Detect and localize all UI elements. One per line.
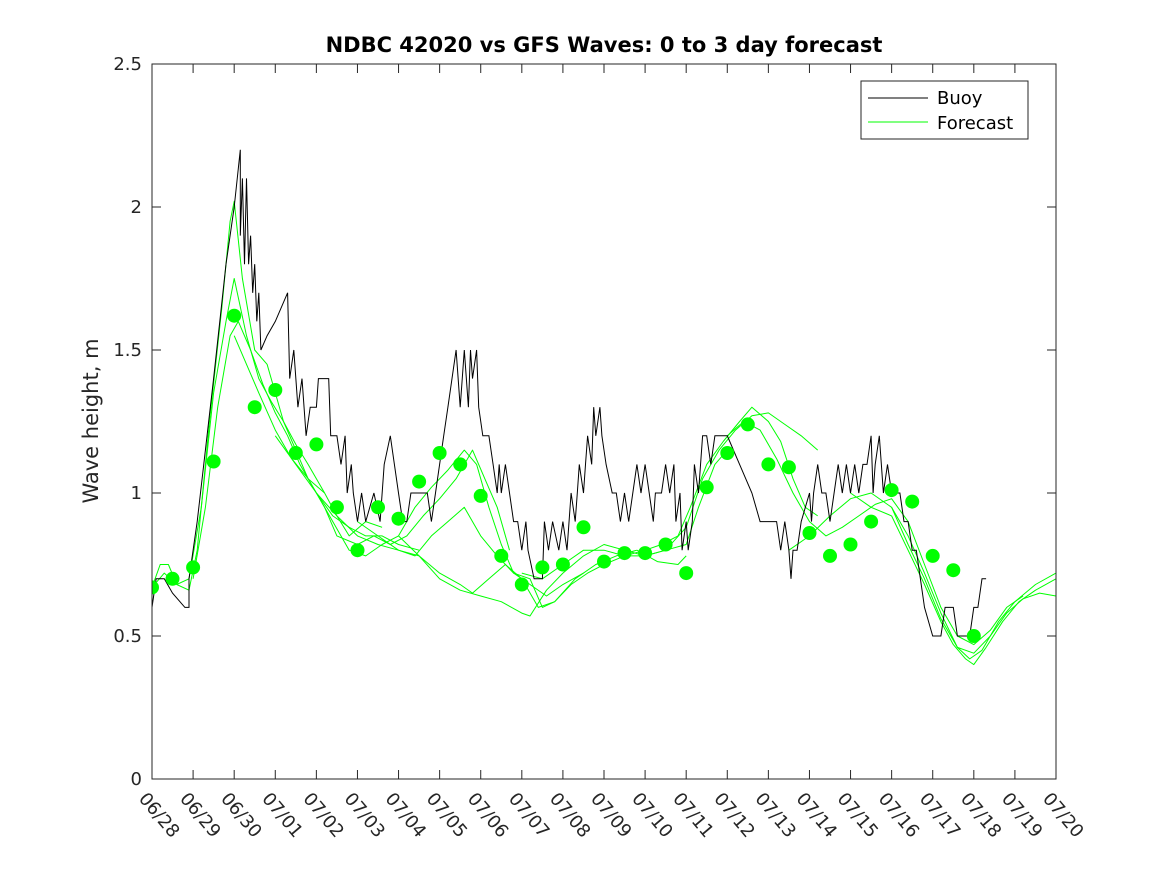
- analysis-point: [152, 580, 159, 595]
- analysis-points-group: [152, 308, 981, 643]
- analysis-point: [227, 308, 242, 323]
- chart-title: NDBC 42020 vs GFS Waves: 0 to 3 day fore…: [326, 33, 883, 57]
- y-axis-label: Wave height, m: [79, 338, 103, 503]
- analysis-point: [555, 557, 570, 572]
- forecast-series-line: [192, 320, 420, 579]
- y-tick-label: 2: [131, 197, 142, 218]
- analysis-point: [473, 488, 488, 503]
- analysis-point: [617, 546, 632, 561]
- legend-box: [860, 80, 1029, 140]
- analysis-point: [432, 446, 447, 460]
- analysis-point: [925, 548, 940, 563]
- forecast-series-line: [726, 421, 1024, 646]
- analysis-point: [268, 383, 283, 397]
- forecast-series-line: [521, 406, 818, 580]
- analysis-point: [884, 483, 899, 498]
- analysis-point: [288, 446, 303, 460]
- analysis-point: [720, 446, 735, 460]
- y-tick-label: 0: [131, 769, 142, 790]
- analysis-point: [350, 543, 365, 558]
- analysis-point: [206, 454, 221, 469]
- y-tick-label: 0.5: [113, 626, 142, 647]
- forecast-series-line: [398, 449, 728, 617]
- analysis-point: [514, 577, 529, 592]
- analysis-point: [391, 511, 406, 526]
- analysis-point: [494, 548, 509, 563]
- forecast-series-line: [233, 335, 510, 551]
- forecast-series-line: [644, 412, 819, 557]
- analysis-point: [309, 437, 324, 452]
- analysis-point: [905, 494, 920, 509]
- analysis-point: [535, 560, 550, 575]
- analysis-point: [186, 560, 201, 575]
- forecast-series-line: [788, 492, 1056, 660]
- analysis-point: [597, 554, 611, 569]
- forecast-series-line: [316, 492, 646, 608]
- analysis-point: [781, 460, 796, 475]
- analysis-point: [823, 548, 837, 563]
- analysis-point: [761, 457, 776, 472]
- legend: Buoy Forecast: [860, 80, 1029, 140]
- analysis-point: [946, 563, 961, 578]
- analysis-point: [638, 546, 653, 561]
- analysis-point: [453, 457, 468, 472]
- analysis-point: [802, 526, 817, 540]
- analysis-point: [740, 417, 755, 432]
- y-tick-label: 1.5: [113, 340, 142, 361]
- legend-label-buoy: Buoy: [937, 88, 983, 109]
- legend-label-forecast: Forecast: [937, 113, 1013, 134]
- analysis-point: [371, 500, 385, 515]
- y-axis: 0 0.5 1 1.5 2 2.5: [113, 54, 1056, 790]
- analysis-point: [699, 480, 714, 495]
- analysis-point: [658, 537, 673, 552]
- analysis-point: [679, 566, 694, 581]
- analysis-point: [329, 500, 344, 515]
- buoy-series-group: [152, 149, 987, 637]
- y-tick-label: 1: [131, 483, 142, 504]
- analysis-point: [864, 514, 879, 529]
- analysis-point: [165, 571, 180, 586]
- analysis-point: [966, 629, 981, 643]
- analysis-point: [576, 520, 591, 535]
- buoy-series-line: [152, 149, 987, 637]
- y-tick-label: 2.5: [113, 54, 142, 75]
- analysis-point: [843, 537, 858, 552]
- analysis-point: [412, 474, 427, 489]
- analysis-point: [247, 400, 262, 415]
- forecast-series-group: [152, 200, 1056, 666]
